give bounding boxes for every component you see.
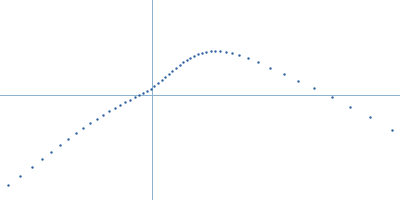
Point (29, 165, 35, 169)
Point (267, 66, 273, 70)
Point (212, 49, 218, 53)
Point (245, 56, 251, 60)
Point (144, 89, 150, 93)
Point (48, 150, 54, 154)
Point (155, 81, 161, 85)
Point (208, 49, 214, 53)
Point (229, 51, 235, 55)
Point (94, 117, 100, 121)
Point (187, 56, 194, 60)
Point (180, 60, 186, 64)
Point (73, 131, 79, 135)
Point (80, 126, 86, 130)
Point (39, 157, 45, 161)
Point (65, 137, 71, 141)
Point (132, 95, 138, 99)
Point (87, 121, 93, 125)
Point (255, 60, 261, 64)
Point (106, 109, 112, 113)
Point (329, 95, 335, 99)
Point (158, 78, 165, 82)
Point (148, 87, 154, 91)
Point (127, 98, 133, 102)
Point (203, 50, 210, 54)
Point (217, 49, 223, 53)
Point (236, 53, 242, 57)
Point (311, 86, 317, 90)
Point (100, 113, 106, 117)
Point (151, 84, 158, 88)
Point (5, 183, 11, 187)
Point (162, 75, 168, 79)
Point (136, 93, 142, 97)
Point (191, 54, 198, 58)
Point (173, 66, 179, 70)
Point (389, 128, 395, 132)
Point (281, 72, 287, 76)
Point (176, 63, 183, 67)
Point (223, 50, 229, 54)
Point (166, 72, 172, 76)
Point (17, 174, 23, 178)
Point (57, 143, 63, 147)
Point (184, 58, 190, 62)
Point (367, 115, 373, 119)
Point (347, 105, 353, 109)
Point (169, 69, 176, 73)
Point (117, 103, 123, 107)
Point (140, 91, 146, 95)
Point (295, 79, 301, 83)
Point (122, 100, 128, 104)
Point (112, 106, 118, 110)
Point (199, 51, 206, 55)
Point (195, 52, 202, 56)
